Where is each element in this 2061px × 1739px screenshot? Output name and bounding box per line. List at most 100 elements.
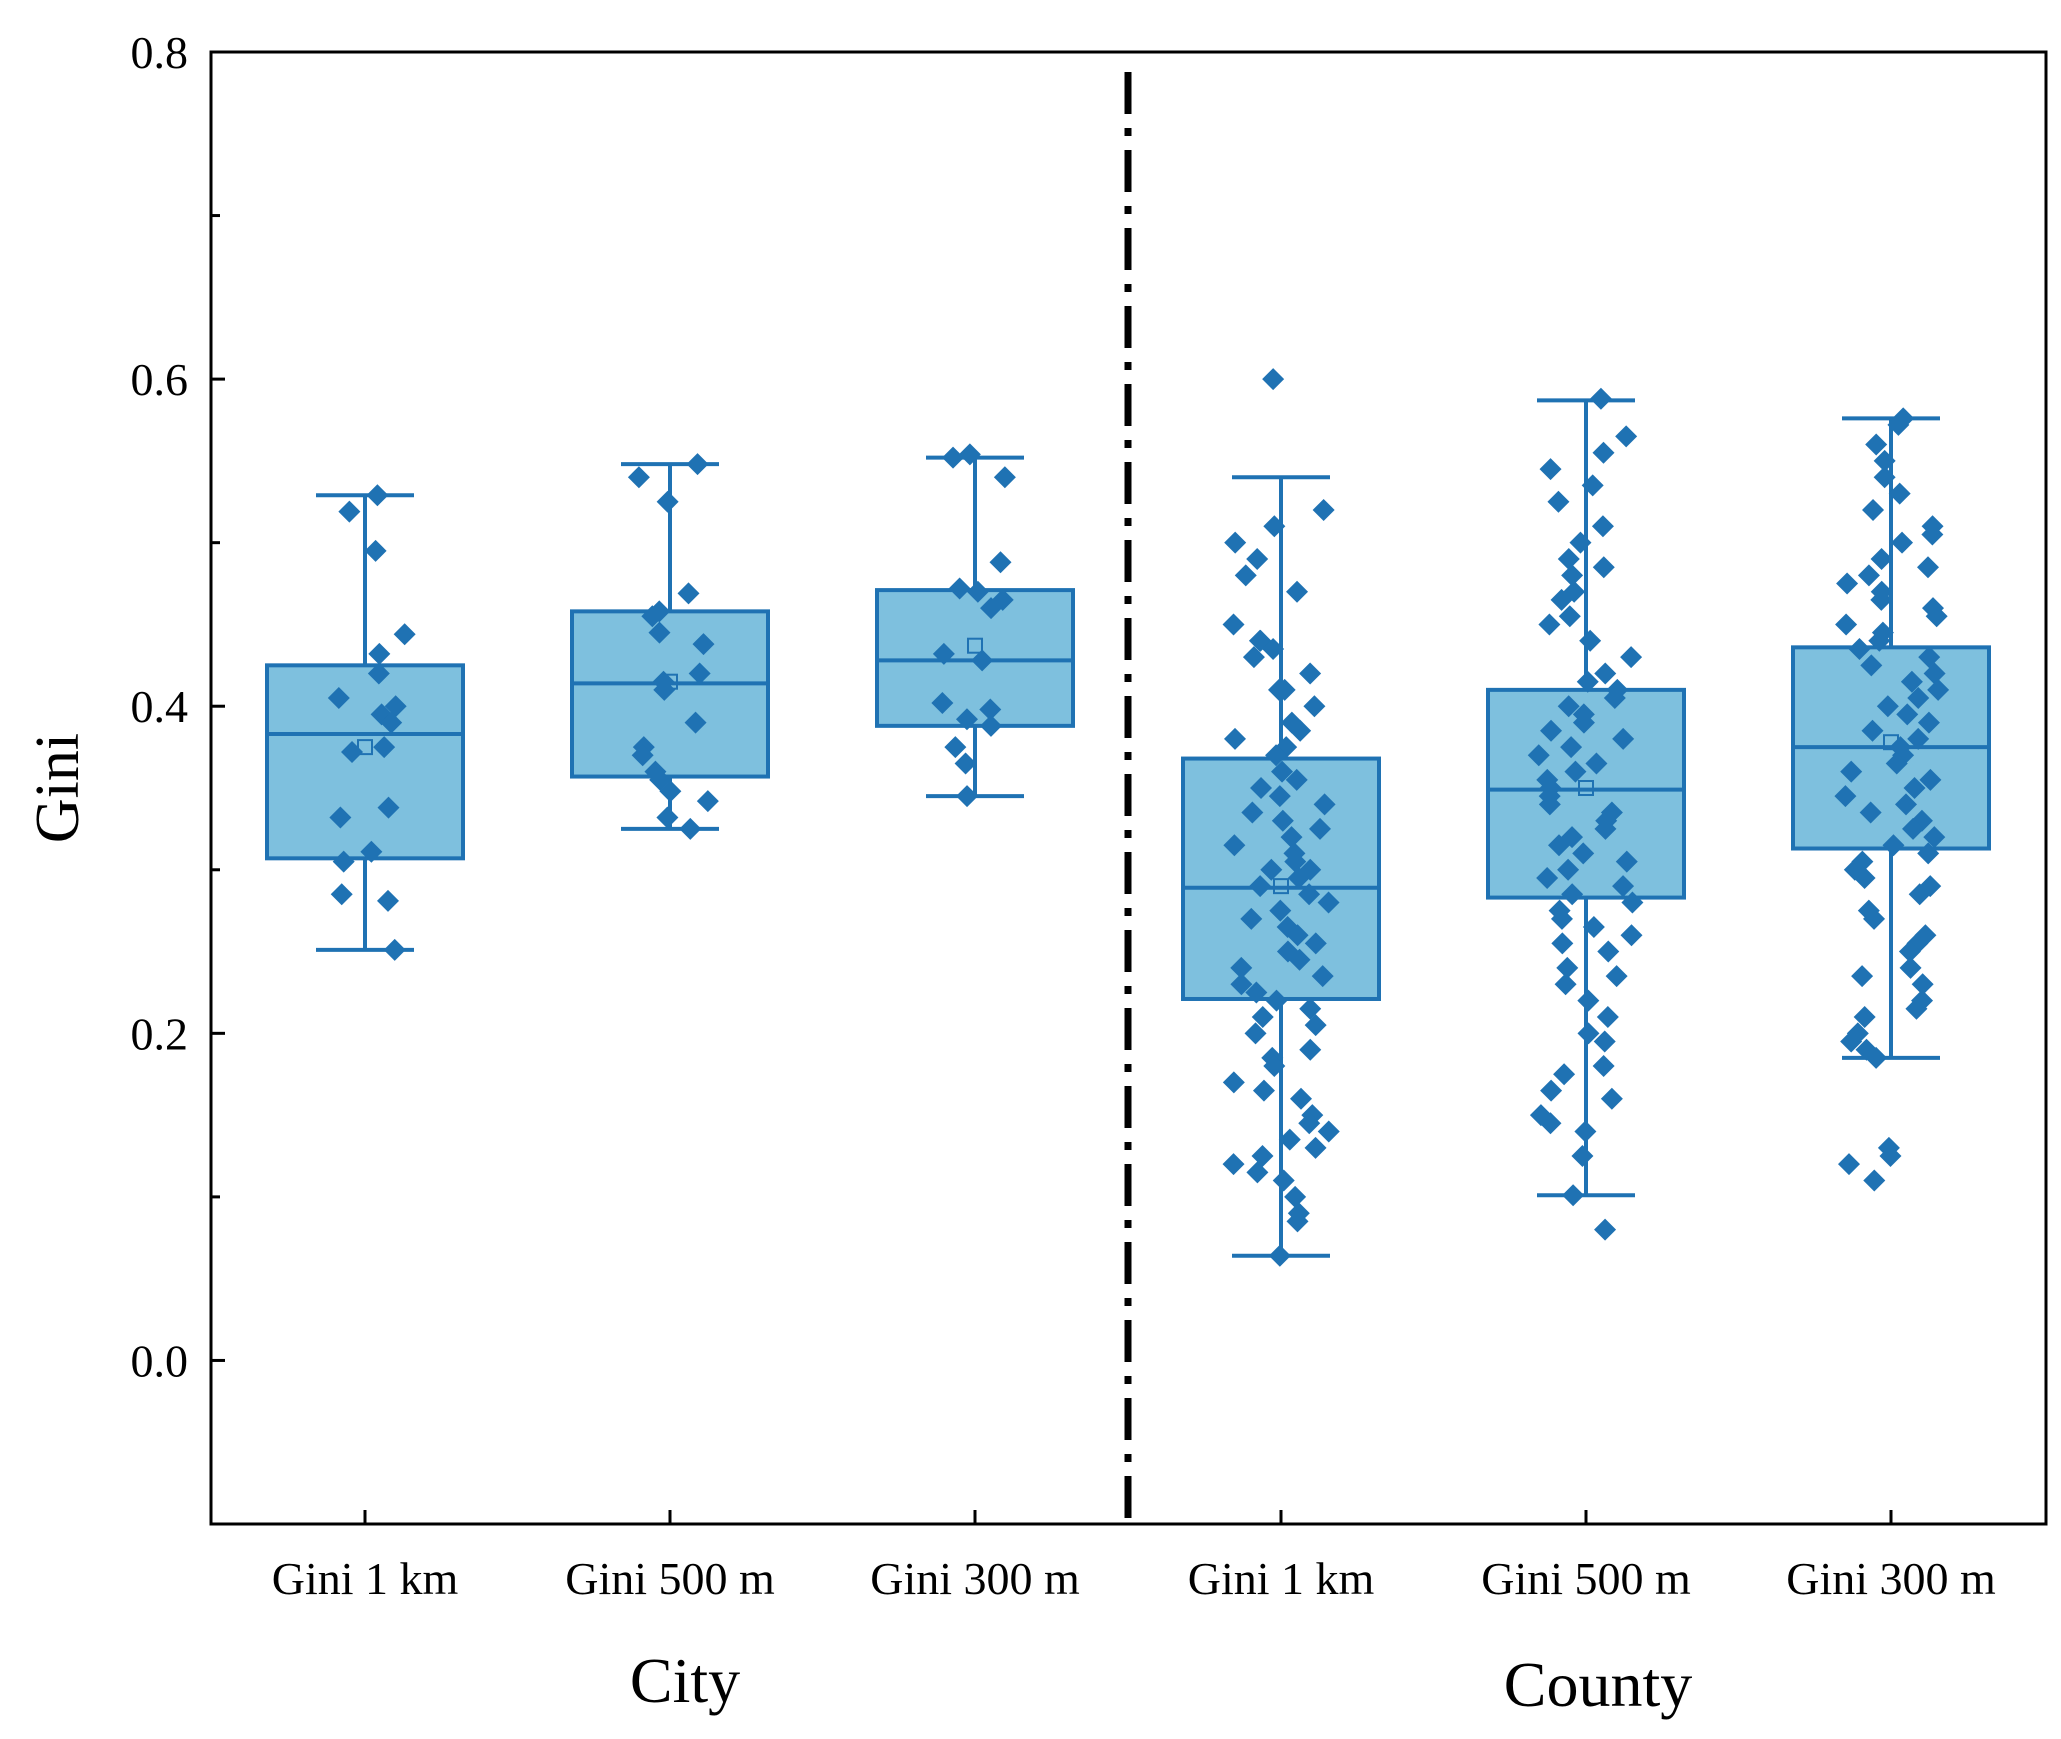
data-point	[1589, 387, 1612, 410]
data-point	[1571, 1145, 1594, 1167]
data-point	[641, 605, 664, 628]
data-point	[1574, 1120, 1597, 1143]
data-point	[958, 443, 981, 466]
data-point	[1594, 1218, 1617, 1241]
data-point	[954, 752, 977, 775]
box-1	[265, 493, 465, 952]
data-point	[1591, 515, 1614, 538]
data-point	[1900, 670, 1923, 693]
data-point	[1851, 965, 1874, 988]
data-point	[1224, 531, 1247, 554]
data-point	[1304, 932, 1327, 955]
data-point	[1865, 433, 1888, 456]
data-point	[1860, 654, 1883, 677]
data-point	[1246, 1161, 1269, 1184]
data-point	[1561, 883, 1584, 906]
data-point	[1577, 1022, 1600, 1045]
data-point	[1870, 548, 1893, 571]
data-point	[1917, 711, 1940, 734]
data-point	[1592, 441, 1615, 464]
data-point	[380, 711, 403, 734]
data-point	[373, 736, 396, 759]
data-point	[684, 711, 707, 734]
data-point	[1600, 1087, 1623, 1110]
data-point	[1594, 817, 1617, 840]
data-point	[1241, 801, 1264, 824]
data-point	[688, 662, 711, 685]
data-point	[1899, 956, 1922, 979]
data-point	[1848, 637, 1871, 660]
data-point	[1902, 817, 1925, 840]
data-point	[942, 446, 965, 469]
data-point	[631, 744, 654, 767]
data-point	[1262, 637, 1285, 660]
data-point	[931, 691, 954, 714]
data-point	[1557, 548, 1580, 571]
data-point	[1593, 1030, 1616, 1053]
data-point	[1299, 1038, 1322, 1061]
data-point	[1863, 907, 1886, 930]
data-point	[377, 889, 400, 912]
data-point	[1272, 1169, 1295, 1192]
data-point	[327, 687, 350, 710]
data-point	[1840, 1030, 1863, 1053]
data-point	[1263, 1055, 1286, 1078]
data-point	[1251, 1145, 1274, 1167]
data-point	[368, 642, 391, 665]
data-point	[1560, 736, 1583, 759]
data-point	[1835, 613, 1858, 636]
data-point	[1620, 924, 1643, 947]
data-point	[384, 695, 407, 718]
data-point	[932, 642, 955, 665]
data-point	[677, 582, 700, 605]
data-point	[1885, 752, 1908, 775]
iqr-box	[265, 663, 465, 861]
data-point	[1242, 646, 1265, 669]
data-point	[1572, 711, 1595, 734]
data-point	[1280, 826, 1303, 849]
data-point	[692, 633, 715, 656]
data-point	[1222, 1071, 1245, 1094]
data-point	[1615, 850, 1638, 873]
data-point	[366, 484, 389, 507]
data-point	[1857, 564, 1880, 587]
data-point	[1230, 973, 1253, 996]
data-point	[1527, 744, 1550, 767]
data-point	[1265, 989, 1288, 1012]
data-point	[686, 453, 709, 476]
data-point	[980, 597, 1003, 620]
data-point	[1576, 670, 1599, 693]
data-point	[1240, 907, 1263, 930]
data-point	[1888, 482, 1911, 505]
data-point	[1286, 580, 1309, 603]
data-point	[364, 539, 387, 562]
data-point	[1309, 817, 1332, 840]
data-point	[1536, 866, 1559, 889]
data-point	[1223, 834, 1246, 857]
data-point	[1891, 531, 1914, 554]
data-point	[1908, 883, 1931, 906]
y-tick-label: 0.6	[131, 354, 189, 405]
y-tick-label: 0.4	[131, 681, 189, 732]
data-point	[1859, 801, 1882, 824]
mean-marker	[967, 637, 983, 654]
data-point	[1582, 916, 1605, 939]
data-point	[1917, 842, 1940, 865]
data-point	[1558, 605, 1581, 628]
x-tick-label: Gini 300 m	[870, 1553, 1080, 1604]
data-point	[1284, 1185, 1307, 1208]
data-point	[1539, 1112, 1562, 1135]
data-point	[1539, 458, 1562, 481]
box-2	[570, 462, 770, 831]
x-tick-label: Gini 300 m	[1786, 1553, 1996, 1604]
points-layer	[327, 368, 1950, 1267]
data-point	[656, 806, 679, 829]
data-point	[1836, 572, 1859, 595]
data-point	[1916, 556, 1939, 579]
data-point	[1557, 858, 1580, 881]
data-point	[1923, 662, 1946, 685]
data-point	[1260, 858, 1283, 881]
data-point	[1615, 425, 1638, 448]
data-point	[1868, 629, 1891, 652]
